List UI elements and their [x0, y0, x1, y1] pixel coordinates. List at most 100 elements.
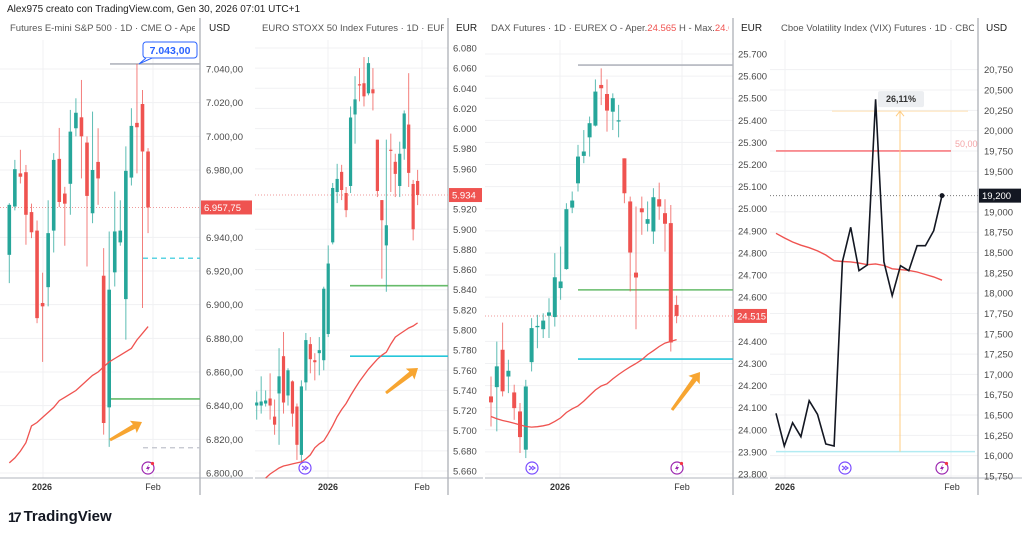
y-tick-label: 5.960: [453, 164, 477, 175]
candle-body: [46, 233, 50, 288]
x-tick-label: 2026: [318, 482, 338, 492]
candle: [558, 246, 563, 300]
y-tick-label: 5.780: [453, 346, 477, 357]
candle-body: [407, 124, 411, 173]
candle-body: [366, 63, 371, 94]
candle: [90, 111, 95, 224]
lightning-icon[interactable]: [670, 461, 684, 475]
y-tick-label: 6.820,00: [206, 435, 243, 446]
candle: [29, 203, 34, 239]
candle: [313, 353, 317, 381]
candle: [96, 128, 100, 205]
candle-body: [610, 98, 615, 112]
candle: [7, 203, 12, 284]
x-tick-label: Feb: [414, 482, 430, 492]
candle-body: [489, 396, 493, 403]
candle: [35, 220, 39, 324]
currency-label-vix[interactable]: USD: [986, 23, 1008, 34]
candle-body: [353, 99, 357, 115]
y-tick-label: 20,250: [984, 106, 1013, 117]
candle-body: [663, 213, 667, 224]
x-tick-label: 2026: [32, 482, 52, 492]
candle: [344, 186, 348, 218]
candle: [264, 390, 268, 407]
candle-body: [74, 112, 78, 129]
candle-body: [146, 151, 150, 208]
candle-body: [63, 193, 67, 204]
y-tick-label: 24.800: [738, 248, 767, 259]
y-tick-label: 5.880: [453, 245, 477, 256]
arrow-shape: [385, 367, 419, 395]
panel-dax: [485, 18, 768, 495]
panel-title-stoxx50[interactable]: EURO STOXX 50 Index Futures · 1D · EUREX…: [262, 23, 444, 34]
forward-glyph: [301, 465, 309, 471]
lightning-icon[interactable]: [935, 461, 949, 475]
candle: [634, 206, 638, 330]
y-tick-label: 6.000: [453, 124, 477, 135]
candle: [129, 108, 134, 186]
currency-label-sp500[interactable]: USD: [209, 23, 231, 34]
y-tick-label: 7.040,00: [206, 65, 243, 76]
candle: [308, 337, 312, 374]
candle-body: [506, 370, 511, 377]
candle-body: [541, 320, 546, 330]
candle: [500, 322, 505, 397]
candle: [107, 231, 111, 447]
panel-stoxx50: [255, 18, 483, 495]
y-tick-label: 19,750: [984, 146, 1013, 157]
candle-body: [313, 360, 317, 363]
candle: [576, 144, 580, 192]
candle: [295, 403, 299, 460]
y-tick-label: 25.300: [738, 138, 767, 149]
candle-body: [402, 113, 406, 149]
candle: [362, 57, 366, 107]
candle: [529, 318, 534, 372]
y-tick-label: 19,000: [984, 207, 1013, 218]
candle: [68, 109, 73, 215]
y-tick-label: 17,750: [984, 309, 1013, 320]
tradingview-logo[interactable]: 17 TradingView: [8, 508, 112, 525]
panel-title-dax[interactable]: DAX Futures · 1D · EUREX O - Aper.24.565…: [491, 23, 729, 34]
candle-body: [564, 209, 569, 270]
y-tick-label: 5.800: [453, 326, 477, 337]
candle-body: [135, 122, 139, 128]
candle: [393, 153, 397, 198]
forward-circle-icon[interactable]: [838, 461, 852, 475]
last-price-tag: [201, 200, 252, 215]
candle-body: [529, 328, 534, 363]
y-tick-label: 18,000: [984, 289, 1013, 300]
lightning-icon[interactable]: [141, 461, 155, 475]
candle-body: [616, 120, 621, 122]
candle-body: [101, 275, 106, 424]
candle-body: [331, 187, 335, 243]
last-price-tag: [734, 308, 767, 323]
y-tick-label: 18,500: [984, 248, 1013, 259]
candle-body: [651, 197, 656, 232]
currency-label-dax[interactable]: EUR: [741, 23, 763, 34]
x-tick-label: 2026: [550, 482, 570, 492]
candle: [101, 248, 106, 435]
currency-label-stoxx50[interactable]: EUR: [456, 23, 478, 34]
y-tick-label: 6.080: [453, 44, 477, 55]
candle-body: [24, 172, 28, 215]
candle: [268, 373, 272, 420]
price-point: [939, 193, 945, 199]
candle-body: [304, 340, 308, 383]
forward-circle-icon[interactable]: [298, 461, 312, 475]
candle-body: [255, 402, 259, 406]
panel-title-vix[interactable]: Cboe Volatility Index (VIX) Futures · 1D…: [781, 23, 974, 34]
candle-body: [576, 156, 580, 184]
candle: [506, 359, 511, 394]
panel-title-sp500[interactable]: Futures E-mini S&P 500 · 1D · CME O - Ap…: [10, 23, 195, 34]
candle: [663, 199, 667, 252]
notification-dot: [150, 461, 155, 466]
measure-label: 26,11%: [886, 94, 916, 104]
forward-circle-icon[interactable]: [525, 461, 539, 475]
candle-body: [317, 350, 321, 354]
moving-average-line: [265, 322, 418, 479]
candle: [375, 139, 379, 198]
candle-body: [384, 225, 388, 246]
candle-body: [605, 94, 609, 111]
candle: [24, 164, 28, 245]
